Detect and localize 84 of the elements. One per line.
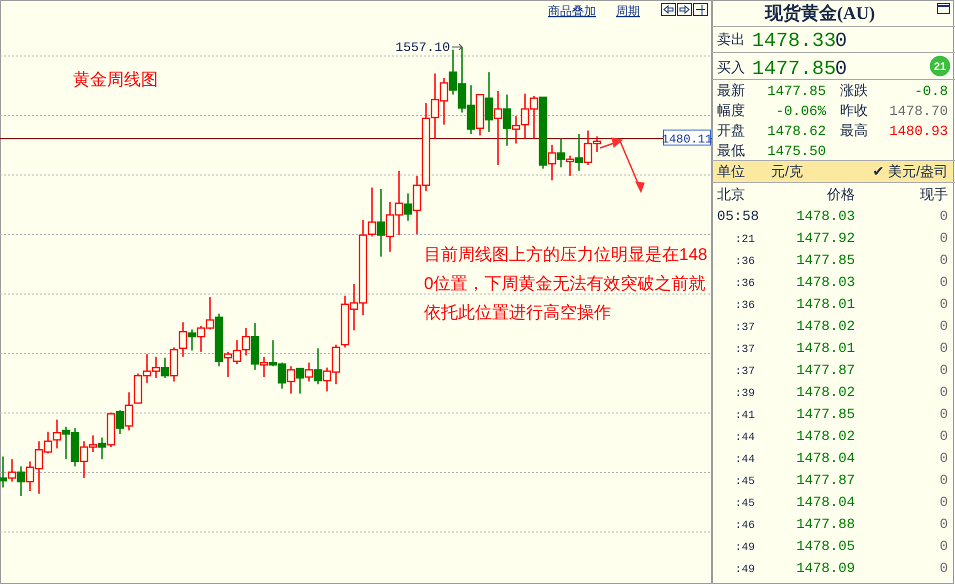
text: 0 bbox=[940, 407, 948, 423]
text: 1477.85 bbox=[796, 253, 855, 269]
text: :41 bbox=[735, 410, 756, 422]
text: 0 bbox=[940, 495, 948, 511]
text: 1478.70 bbox=[889, 104, 948, 120]
text: :37 bbox=[735, 344, 755, 356]
text: :21 bbox=[735, 234, 756, 246]
text: 开盘 bbox=[717, 122, 745, 138]
text: 黄金周线图 bbox=[73, 70, 158, 89]
annotation: 目前周线图上方的压力位明显是在1480位置，下周黄金无法有效突破之前就依托此位置进行高空操作 bbox=[424, 244, 708, 324]
text: 1478.01 bbox=[796, 297, 855, 313]
text: 0 bbox=[940, 517, 948, 533]
text: 北京 bbox=[717, 186, 745, 202]
text: 商品叠加 bbox=[548, 4, 596, 18]
text: 1477.88 bbox=[796, 517, 855, 533]
text: 卖出 bbox=[717, 31, 745, 47]
text: 1477.87 bbox=[796, 473, 855, 489]
text: :45 bbox=[735, 498, 755, 510]
text: 1478.04 bbox=[796, 451, 855, 467]
text: 1478.09 bbox=[796, 561, 855, 577]
text: 1478.04 bbox=[796, 495, 855, 511]
text: 1477.85 bbox=[767, 84, 826, 100]
text: :46 bbox=[735, 520, 755, 532]
text: 现手 bbox=[920, 186, 948, 202]
text: 价格 bbox=[826, 186, 855, 202]
text: 1478.02 bbox=[796, 385, 855, 401]
text: 1478.02 bbox=[796, 319, 855, 335]
text: 0 bbox=[835, 30, 848, 53]
text: 1478.01 bbox=[796, 341, 855, 357]
text: 0 bbox=[940, 231, 948, 247]
text: 买入 bbox=[717, 59, 745, 75]
text: 1478.05 bbox=[796, 539, 855, 555]
text: 最新 bbox=[717, 82, 745, 98]
text: 21 bbox=[934, 61, 946, 73]
text: 1477.87 bbox=[796, 363, 855, 379]
text: 1475.50 bbox=[767, 144, 826, 160]
text: 1477.92 bbox=[796, 231, 855, 247]
text: :37 bbox=[735, 366, 755, 378]
text: :45 bbox=[735, 476, 755, 488]
text: 1477.85 bbox=[752, 58, 836, 81]
text: 单位 bbox=[717, 163, 745, 179]
text: :49 bbox=[735, 564, 755, 576]
text: 0 bbox=[940, 209, 948, 225]
text: 1478.03 bbox=[796, 209, 855, 225]
text: 1478.33 bbox=[752, 30, 836, 53]
text: :49 bbox=[735, 542, 755, 554]
text: 最低 bbox=[717, 142, 745, 158]
text: 1478.62 bbox=[767, 124, 826, 140]
text: 1480.93 bbox=[889, 124, 948, 140]
text: 0 bbox=[940, 341, 948, 357]
text: 1478.03 bbox=[796, 275, 855, 291]
text: 0 bbox=[940, 539, 948, 555]
text: ✔ 美元/盎司 bbox=[872, 163, 948, 179]
text: :44 bbox=[735, 454, 756, 466]
text: 0 bbox=[835, 58, 848, 81]
text: :36 bbox=[735, 300, 755, 312]
text: 0 bbox=[940, 363, 948, 379]
text: 1477.85 bbox=[796, 407, 855, 423]
text: :44 bbox=[735, 432, 756, 444]
text: 周期 bbox=[616, 4, 640, 18]
text: 涨跌 bbox=[840, 82, 868, 98]
text: 最高 bbox=[840, 122, 868, 138]
text: :37 bbox=[735, 322, 755, 334]
text: 元/克 bbox=[771, 163, 803, 179]
text: 05:58 bbox=[717, 209, 760, 225]
text: 0 bbox=[940, 385, 948, 401]
text: 0 bbox=[940, 451, 948, 467]
text: 幅度 bbox=[717, 102, 745, 118]
text: 0 bbox=[940, 473, 948, 489]
text: :36 bbox=[735, 278, 755, 290]
text: -0.8 bbox=[914, 84, 948, 100]
text: 昨收 bbox=[840, 102, 868, 118]
text: 现货黄金(AU) bbox=[764, 3, 875, 23]
text: -0.06% bbox=[776, 104, 827, 120]
text: :39 bbox=[735, 388, 755, 400]
annotation: 1557.10 bbox=[395, 40, 450, 55]
text: 0 bbox=[940, 297, 948, 313]
text: 0 bbox=[940, 561, 948, 577]
text: 1478.02 bbox=[796, 429, 855, 445]
text: 0 bbox=[940, 429, 948, 445]
text: 0 bbox=[940, 253, 948, 269]
text: 0 bbox=[940, 319, 948, 335]
text: :36 bbox=[735, 256, 755, 268]
text: 0 bbox=[940, 275, 948, 291]
